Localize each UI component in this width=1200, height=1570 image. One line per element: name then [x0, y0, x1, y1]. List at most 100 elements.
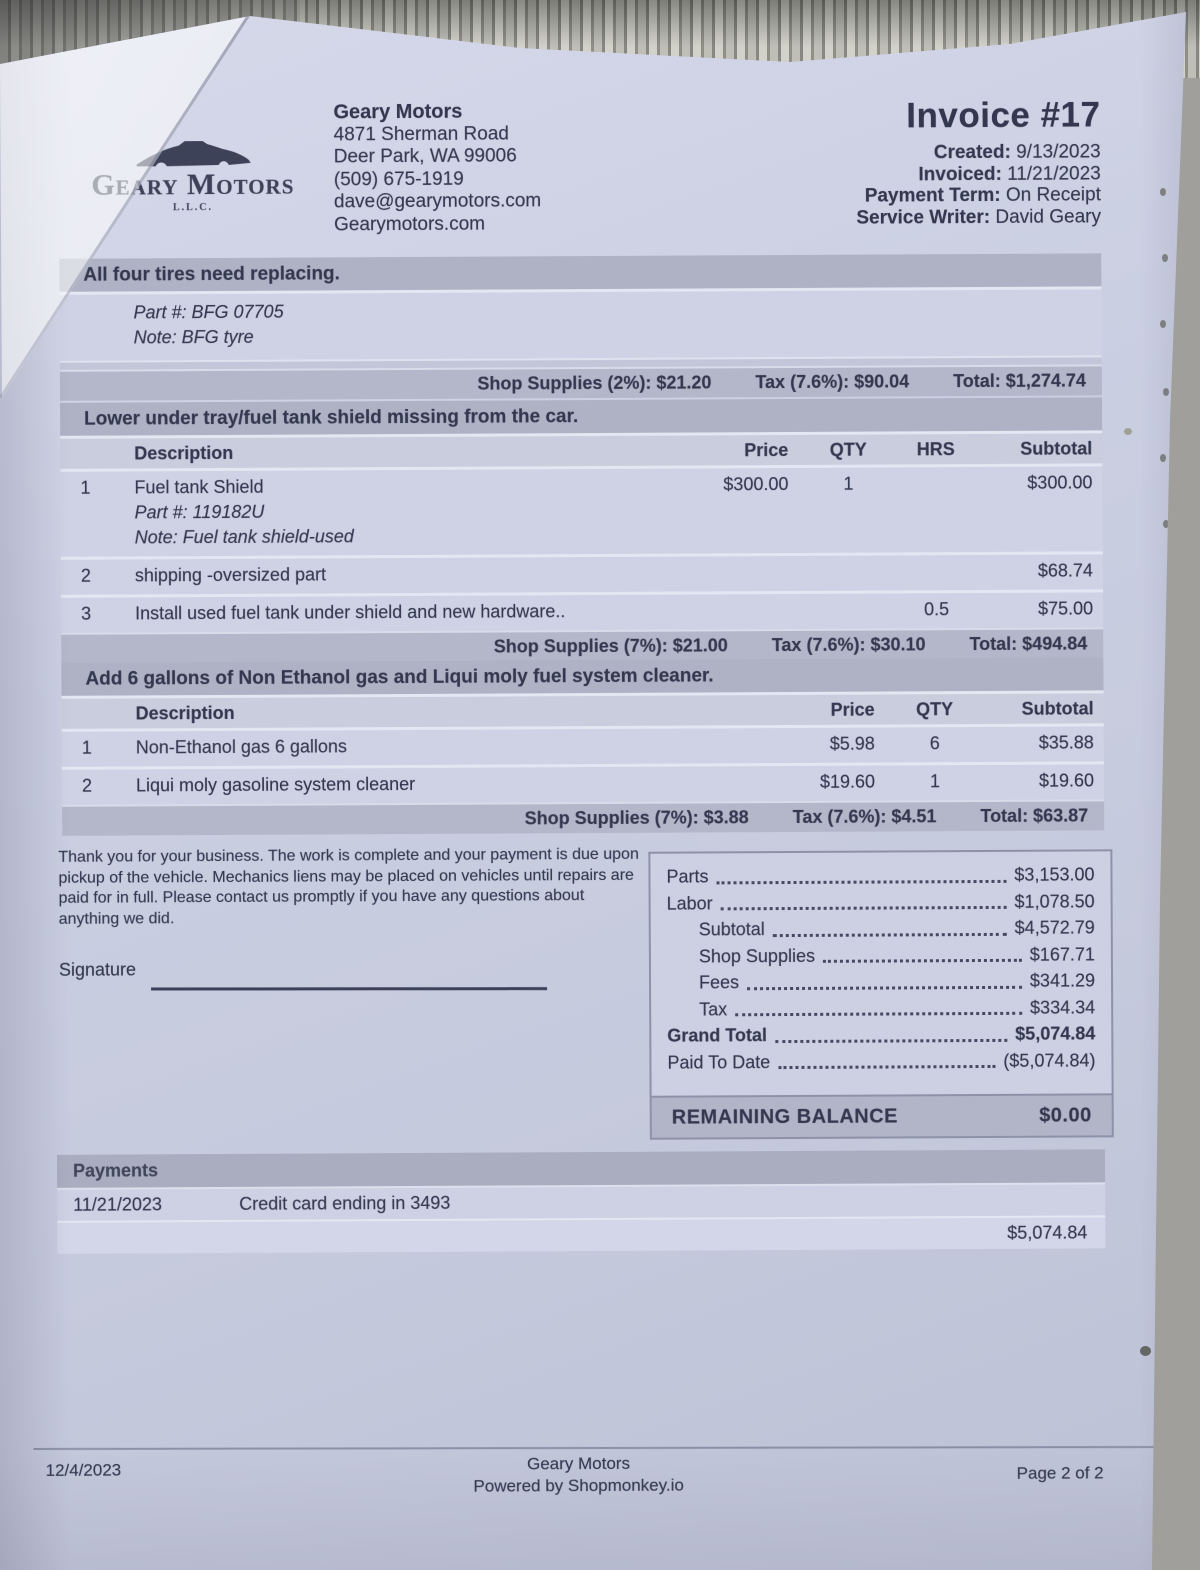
company-info: Geary Motors 4871 Sherman Road Deer Park…: [333, 100, 541, 236]
col-price: Price: [830, 699, 875, 720]
section-total: Total: $494.84: [969, 633, 1088, 655]
payment-amount: $5,074.84: [1007, 1222, 1088, 1243]
section-footer: Shop Supplies (2%): $21.20 Tax (7.6%): $…: [59, 364, 1102, 401]
total-line-subtotal: Subtotal $4,572.79: [698, 917, 1095, 940]
row-description: Liqui moly gasoline system cleaner: [135, 773, 416, 796]
company-name: Geary Motors: [333, 100, 463, 124]
payment-row: 11/21/2023 Credit card ending in 3493: [57, 1182, 1106, 1221]
row-qty: 1: [929, 771, 941, 792]
row-part-number: Part #: 119182U: [134, 501, 265, 523]
footer-company: Geary Motors: [527, 1453, 631, 1474]
payments-section: Payments 11/21/2023 Credit card ending i…: [56, 1149, 1106, 1254]
total-line-labor: Labor $1,078.50: [666, 890, 1095, 914]
total-line-paid-to-date: Paid To Date ($5,074.84): [667, 1049, 1096, 1073]
col-hrs: HRS: [916, 438, 955, 459]
row-description: shipping -oversized part: [134, 564, 327, 586]
row-price: $19.60: [819, 771, 876, 792]
row-price: $5.98: [829, 733, 875, 754]
section-footer: Shop Supplies (7%): $3.88 Tax (7.6%): $4…: [62, 799, 1105, 836]
remaining-balance-label: REMAINING BALANCE: [671, 1104, 899, 1129]
total-line-tax: Tax $334.34: [699, 996, 1096, 1019]
col-description: Description: [134, 442, 234, 463]
col-qty: QTY: [829, 439, 867, 460]
row-number: 2: [80, 565, 91, 586]
row-number: 3: [81, 603, 92, 624]
table-row: 1 Fuel tank Shield Part #: 119182U Note:…: [60, 463, 1103, 557]
col-description: Description: [135, 702, 235, 723]
edge-dot: [1163, 520, 1169, 528]
col-subtotal: Subtotal: [1021, 697, 1094, 719]
edge-dot: [1160, 454, 1166, 462]
total-line-grand-total: Grand Total $5,074.84: [667, 1023, 1096, 1046]
section-title: Lower under tray/fuel tank shield missin…: [59, 397, 1103, 436]
company-phone: (509) 675-1919: [333, 168, 464, 190]
company-address2: Deer Park, WA 99006: [333, 145, 517, 168]
company-logo: Geary Motors L.L.C.: [83, 138, 303, 214]
row-subtotal: $300.00: [1027, 472, 1093, 493]
total-line-shop-supplies: Shop Supplies $167.71: [698, 943, 1095, 966]
tax-value: Tax (7.6%): $90.04: [755, 371, 910, 393]
footer-center: Geary Motors Powered by Shopmonkey.io: [384, 1452, 774, 1498]
company-email: dave@gearymotors.com: [333, 190, 542, 213]
edge-dot: [1162, 254, 1168, 262]
row-subtotal: $35.88: [1038, 732, 1094, 753]
col-qty: QTY: [916, 698, 954, 719]
signature-label: Signature: [58, 959, 137, 980]
footer-print-date: 12/4/2023: [45, 1460, 122, 1480]
footer-page-number: Page 2 of 2: [1016, 1463, 1104, 1483]
note-line: Note: BFG tyre: [133, 326, 254, 348]
footer-powered-by: Powered by Shopmonkey.io: [473, 1475, 684, 1496]
invoice-invoiced: Invoiced: 11/21/2023: [918, 162, 1101, 185]
total-line-parts: Parts $3,153.00: [666, 864, 1095, 887]
row-number: 1: [80, 477, 91, 498]
section-detail: Part #: BFG 07705 Note: BFG tyre: [59, 286, 1102, 361]
edge-dot: [1160, 188, 1166, 196]
row-hrs: [898, 471, 973, 546]
shop-supplies-value: Shop Supplies (7%): $21.00: [493, 635, 728, 657]
row-qty: 1: [843, 473, 854, 494]
section-title: All four tires need replacing.: [59, 253, 1102, 292]
company-address1: 4871 Sherman Road: [333, 122, 509, 145]
section-title: Add 6 gallons of Non Ethanol gas and Liq…: [61, 657, 1104, 696]
row-price: $300.00: [723, 474, 789, 495]
service-section-tires: All four tires need replacing. Part #: B…: [59, 253, 1102, 401]
signature-line: [151, 987, 548, 991]
section-total: Total: $63.87: [980, 805, 1089, 827]
remaining-balance-row: REMAINING BALANCE $0.00: [651, 1093, 1112, 1138]
row-subtotal: $19.60: [1038, 770, 1095, 791]
col-subtotal: Subtotal: [1020, 437, 1093, 459]
payment-amount-row: $5,074.84: [57, 1215, 1106, 1254]
total-line-fees: Fees $341.29: [698, 970, 1096, 993]
row-subtotal: $68.74: [1037, 560, 1093, 581]
row-qty: 6: [929, 733, 940, 754]
invoice-meta: Invoice #17 Created: 9/13/2023 Invoiced:…: [856, 95, 1101, 228]
table-row: 2 Liqui moly gasoline system cleaner $19…: [61, 761, 1105, 805]
tax-value: Tax (7.6%): $30.10: [771, 634, 926, 656]
totals-box: Parts $3,153.00 Labor $1,078.50 Subtotal $4…: [648, 849, 1114, 1140]
edge-dot: [1160, 320, 1166, 328]
payments-title: Payments: [56, 1149, 1106, 1188]
remaining-balance-value: $0.00: [1039, 1103, 1092, 1127]
col-price: Price: [744, 439, 789, 460]
shop-supplies-value: Shop Supplies (2%): $21.20: [477, 372, 712, 394]
table-row: 3 Install used fuel tank under shield an…: [60, 589, 1104, 633]
payment-date: 11/21/2023: [73, 1194, 163, 1215]
footer-rule: [33, 1445, 1182, 1450]
row-number: 1: [81, 737, 92, 758]
ink-speck: [1170, 1357, 1177, 1361]
row-description: Install used fuel tank under shield and …: [135, 601, 566, 624]
car-logo-icon: [136, 141, 251, 167]
row-description: Non-Ethanol gas 6 gallons: [135, 736, 347, 758]
row-subtotal: $75.00: [1037, 598, 1094, 619]
row-hrs: 0.5: [924, 599, 950, 620]
invoice-title: Invoice #17: [906, 95, 1101, 136]
invoice-created: Created: 9/13/2023: [933, 141, 1101, 164]
company-website: Gearymotors.com: [334, 213, 486, 235]
shop-supplies-value: Shop Supplies (7%): $3.88: [524, 807, 749, 829]
row-description: Fuel tank Shield Part #: 119182U Note: F…: [110, 473, 688, 551]
table-row: 1 Non-Ethanol gas 6 gallons $5.98 6 $35.…: [61, 723, 1104, 767]
row-note: Note: Fuel tank shield-used: [134, 526, 354, 548]
invoice-payment-term: Payment Term: On Receipt: [864, 184, 1101, 207]
